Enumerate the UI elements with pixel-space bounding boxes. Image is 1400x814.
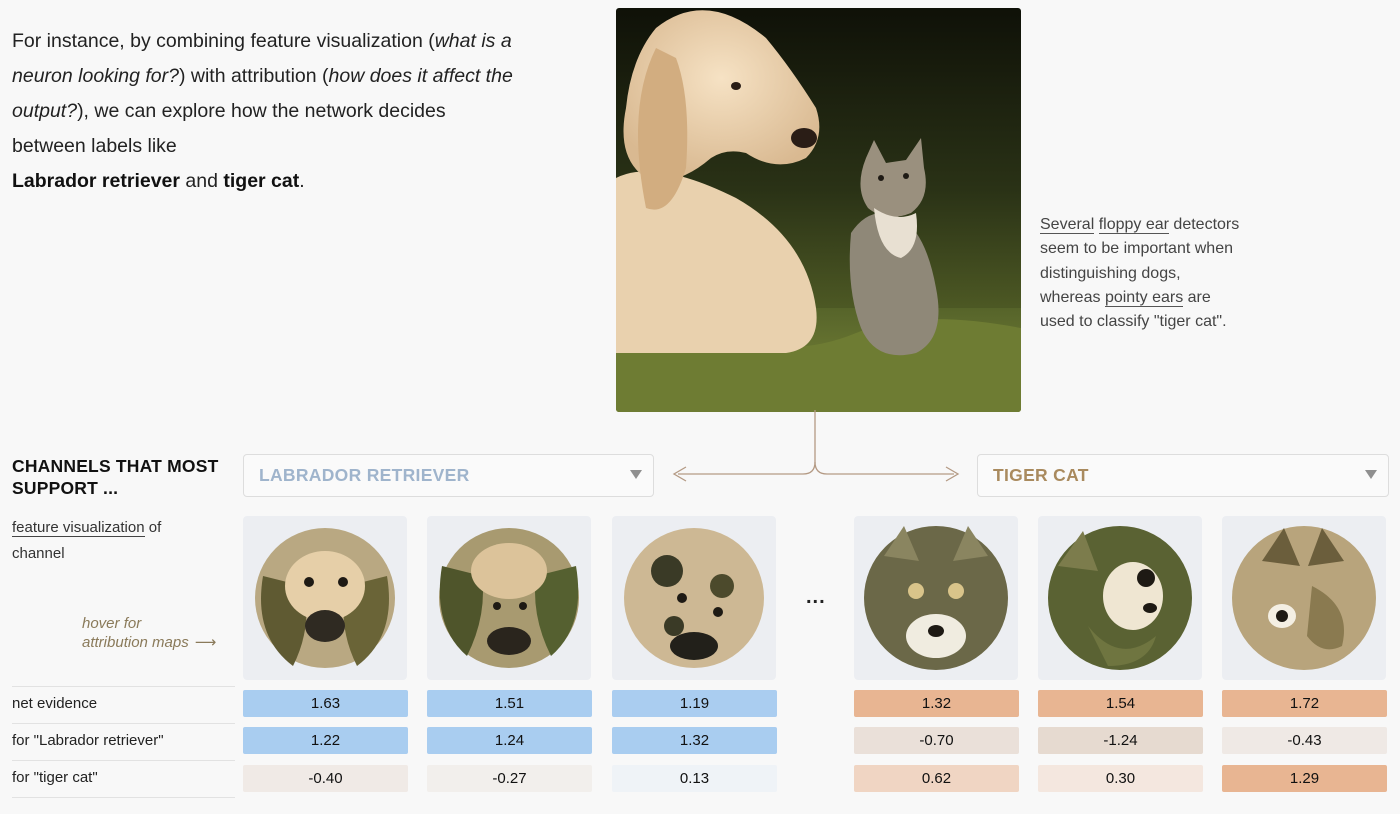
intro-text: For instance, by combining feature visua… [12,30,435,52]
dropdown-arrow-icon [1365,470,1377,479]
net-evidence-cell: 1.63 [243,690,408,717]
intro-question-1: what is a neuron looking for? [12,30,512,87]
fv-label-text: channel [12,545,65,562]
label-tiger-cat: tiger cat [223,170,300,192]
row-divider [12,723,235,724]
dropdown-arrow-icon [630,470,642,479]
dropdown-value: LABRADOR RETRIEVER [259,465,470,485]
labrador-evidence-cell: 1.22 [243,727,408,754]
link-several[interactable]: Several [1040,216,1095,234]
intro-text: . [299,170,305,192]
link-pointy-ears[interactable]: pointy ears [1104,288,1184,307]
net-evidence-cell: 1.54 [1038,690,1203,717]
tiger-cat-evidence-cell: 0.30 [1038,765,1203,792]
channel-visualization-4[interactable] [854,516,1018,680]
channels-heading: CHANNELS THAT MOST SUPPORT ... [12,455,218,499]
right-arrow-icon: ⟶ [194,634,217,651]
intro-text: ), we can explore how the network decide… [12,100,446,157]
side-note: Several floppy ear detectors seem to be … [1040,213,1245,334]
intro-paragraph: For instance, by combining feature visua… [12,24,522,199]
hover-hint-text: hover for [82,615,142,632]
tiger-cat-evidence-cell: 1.29 [1222,765,1387,792]
note-text: are used to classify "tiger cat". [1040,288,1227,331]
net-evidence-cell: 1.72 [1222,690,1387,717]
labrador-dropdown[interactable]: LABRADOR RETRIEVER [243,454,654,497]
channel-visualization-5[interactable] [1038,516,1202,680]
heading-line: SUPPORT ... [12,478,119,498]
channel-visualization-3[interactable] [612,516,776,680]
net-evidence-cell: 1.32 [854,690,1019,717]
row-label-net-evidence: net evidence [12,695,98,712]
tiger-cat-dropdown[interactable]: TIGER CAT [977,454,1389,497]
labrador-evidence-cell: -1.24 [1038,727,1203,754]
hover-hint: hover for attribution maps ⟶ [82,614,216,652]
feature-visualization-link[interactable]: feature visualization [12,519,145,537]
channel-visualization-1[interactable] [243,516,407,680]
net-evidence-cell: 1.51 [427,690,592,717]
channel-visualization-6[interactable] [1222,516,1386,680]
row-divider [12,760,235,761]
dog-cat-photo [616,8,1021,412]
tiger-cat-evidence-cell: -0.27 [427,765,592,792]
more-channels-ellipsis: ... [806,586,826,608]
note-text: detectors seem to be important when dist… [1040,216,1240,306]
labrador-evidence-cell: -0.43 [1222,727,1387,754]
labrador-evidence-cell: 1.32 [612,727,777,754]
channel-visualization-2[interactable] [427,516,591,680]
tiger-cat-evidence-cell: 0.62 [854,765,1019,792]
feature-visualization-label: feature visualization of channel [12,515,161,567]
connector-arrows [672,410,960,482]
fv-label-text: of [148,519,162,536]
labrador-evidence-cell: -0.70 [854,727,1019,754]
hover-hint-text: attribution maps [82,634,189,651]
label-labrador: Labrador retriever [12,170,180,192]
dropdown-value: TIGER CAT [993,465,1089,485]
labrador-evidence-cell: 1.24 [427,727,592,754]
tiger-cat-evidence-cell: -0.40 [243,765,408,792]
heading-line: CHANNELS THAT MOST [12,456,219,476]
intro-text: and [180,170,224,192]
tiger-cat-evidence-cell: 0.13 [612,765,777,792]
net-evidence-cell: 1.19 [612,690,777,717]
intro-text: ) with attribution ( [178,65,329,87]
row-label-tiger-cat: for "tiger cat" [12,769,98,786]
row-divider [12,686,235,687]
intro-question-2: how does it affect the output? [12,65,513,122]
row-label-labrador: for "Labrador retriever" [12,732,164,749]
link-floppy-ear[interactable]: floppy ear [1098,216,1169,234]
row-divider [12,797,235,798]
